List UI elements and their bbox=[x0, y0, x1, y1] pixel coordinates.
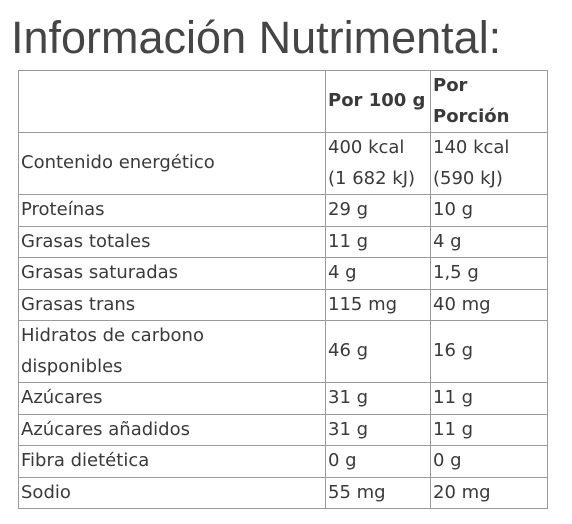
cell-line: 31 g bbox=[328, 387, 369, 408]
table-row: Hidratos de carbono disponibles 46 g 16 g bbox=[18, 320, 548, 383]
table-cell: 29 g bbox=[325, 194, 431, 227]
cell-line: 0 g bbox=[328, 450, 357, 471]
cell-line: 4 g bbox=[433, 230, 462, 252]
cell-line: 16 g bbox=[433, 340, 474, 362]
table-cell: 46 g bbox=[325, 320, 431, 383]
cell-line: 40 mg bbox=[433, 293, 491, 315]
table-cell: Grasas trans bbox=[18, 288, 326, 321]
table-cell: 11 g bbox=[430, 413, 548, 446]
table-cell: 4 g bbox=[325, 257, 431, 290]
table-row: Sodio 55 mg 20 mg bbox=[18, 476, 548, 509]
table-cell: 1,5 g bbox=[430, 257, 548, 290]
table-cell: Proteínas bbox=[18, 194, 326, 227]
cell-line: Contenido energético bbox=[21, 152, 215, 174]
table-row: Azúcares 31 g 11 g bbox=[18, 382, 548, 415]
table-cell: 40 mg bbox=[430, 288, 548, 321]
table-cell: 55 mg bbox=[325, 476, 431, 509]
cell-line: 11 g bbox=[433, 418, 474, 440]
cell-line: 11 g bbox=[328, 230, 369, 252]
cell-line: 46 g bbox=[328, 340, 369, 362]
cell-line: 20 mg bbox=[433, 481, 491, 503]
table-cell: 115 mg bbox=[325, 288, 431, 321]
table-cell: Contenido energético bbox=[18, 132, 326, 195]
table-cell: 0 g bbox=[430, 445, 548, 478]
cell-line: Azúcares bbox=[21, 387, 103, 408]
table-cell: 20 mg bbox=[430, 476, 548, 509]
cell-line: Azúcares añadidos bbox=[21, 418, 190, 440]
cell-line: Fibra dietética bbox=[21, 450, 150, 471]
table-cell: 400 kcal (1 682 kJ) bbox=[325, 132, 431, 195]
table-row: Grasas trans 115 mg 40 mg bbox=[18, 288, 548, 321]
cell-line: 31 g bbox=[328, 418, 369, 440]
table-cell: 0 g bbox=[325, 445, 431, 478]
table-cell: 16 g bbox=[430, 320, 548, 383]
table-row: Fibra dietética 0 g 0 g bbox=[18, 445, 548, 478]
cell-line: 400 kcal bbox=[328, 137, 405, 158]
table-row: Contenido energético 400 kcal (1 682 kJ) 14… bbox=[18, 132, 548, 195]
table-cell: Grasas totales bbox=[18, 225, 326, 258]
cell-line: 4 g bbox=[328, 262, 357, 283]
cell-line: 11 g bbox=[433, 387, 474, 408]
table-cell: Hidratos de carbono disponibles bbox=[18, 320, 326, 383]
cell-line: Hidratos de carbono bbox=[21, 325, 204, 346]
table-cell: Azúcares añadidos bbox=[18, 413, 326, 446]
cell-line: 140 kcal bbox=[433, 137, 510, 158]
table-cell: Fibra dietética bbox=[18, 445, 326, 478]
table-cell: 4 g bbox=[430, 225, 548, 258]
table-cell: 31 g bbox=[325, 413, 431, 446]
header-row: Por 100 g Por Porción bbox=[18, 70, 548, 133]
cell-line: 115 mg bbox=[328, 293, 398, 315]
table-row: Proteínas 29 g 10 g bbox=[18, 194, 548, 227]
cell-line: (590 kJ) bbox=[433, 167, 503, 189]
table-row: Azúcares añadidos 31 g 11 g bbox=[18, 413, 548, 446]
cell-line: Sodio bbox=[21, 481, 71, 503]
table-cell: 11 g bbox=[325, 225, 431, 258]
table-cell: 11 g bbox=[430, 382, 548, 415]
cell-line: Por bbox=[433, 75, 468, 96]
cell-line: 0 g bbox=[433, 450, 462, 471]
nutrition-table: Por 100 g Por Porción Contenido energético 4… bbox=[18, 70, 548, 509]
table-cell: 140 kcal (590 kJ) bbox=[430, 132, 548, 195]
cell-line: 55 mg bbox=[328, 481, 386, 503]
table-body: Por 100 g Por Porción Contenido energético 4… bbox=[18, 70, 548, 509]
header-cell: Por 100 g bbox=[325, 70, 431, 133]
cell-line: Grasas totales bbox=[21, 230, 151, 252]
cell-line: 29 g bbox=[328, 199, 369, 220]
table-cell: 10 g bbox=[430, 194, 548, 227]
cell-line: (1 682 kJ) bbox=[328, 167, 416, 189]
cell-line: Grasas trans bbox=[21, 293, 136, 315]
cell-line: Grasas saturadas bbox=[21, 262, 179, 283]
table-row: Grasas saturadas 4 g 1,5 g bbox=[18, 257, 548, 290]
header-cell: Por Porción bbox=[430, 70, 548, 133]
table-cell: Grasas saturadas bbox=[18, 257, 326, 290]
title: Información Nutrimental: bbox=[11, 12, 502, 63]
cell-line: 1,5 g bbox=[433, 262, 479, 283]
table-cell: 31 g bbox=[325, 382, 431, 415]
table-cell: Azúcares bbox=[18, 382, 326, 415]
cell-line: 10 g bbox=[433, 199, 474, 220]
cell-line: Proteínas bbox=[21, 199, 105, 220]
table-row: Grasas totales 11 g 4 g bbox=[18, 225, 548, 258]
cell-line: disponibles bbox=[21, 355, 123, 377]
header-cell bbox=[18, 70, 326, 133]
table-cell: Sodio bbox=[18, 476, 326, 509]
cell-line: Porción bbox=[433, 105, 510, 127]
